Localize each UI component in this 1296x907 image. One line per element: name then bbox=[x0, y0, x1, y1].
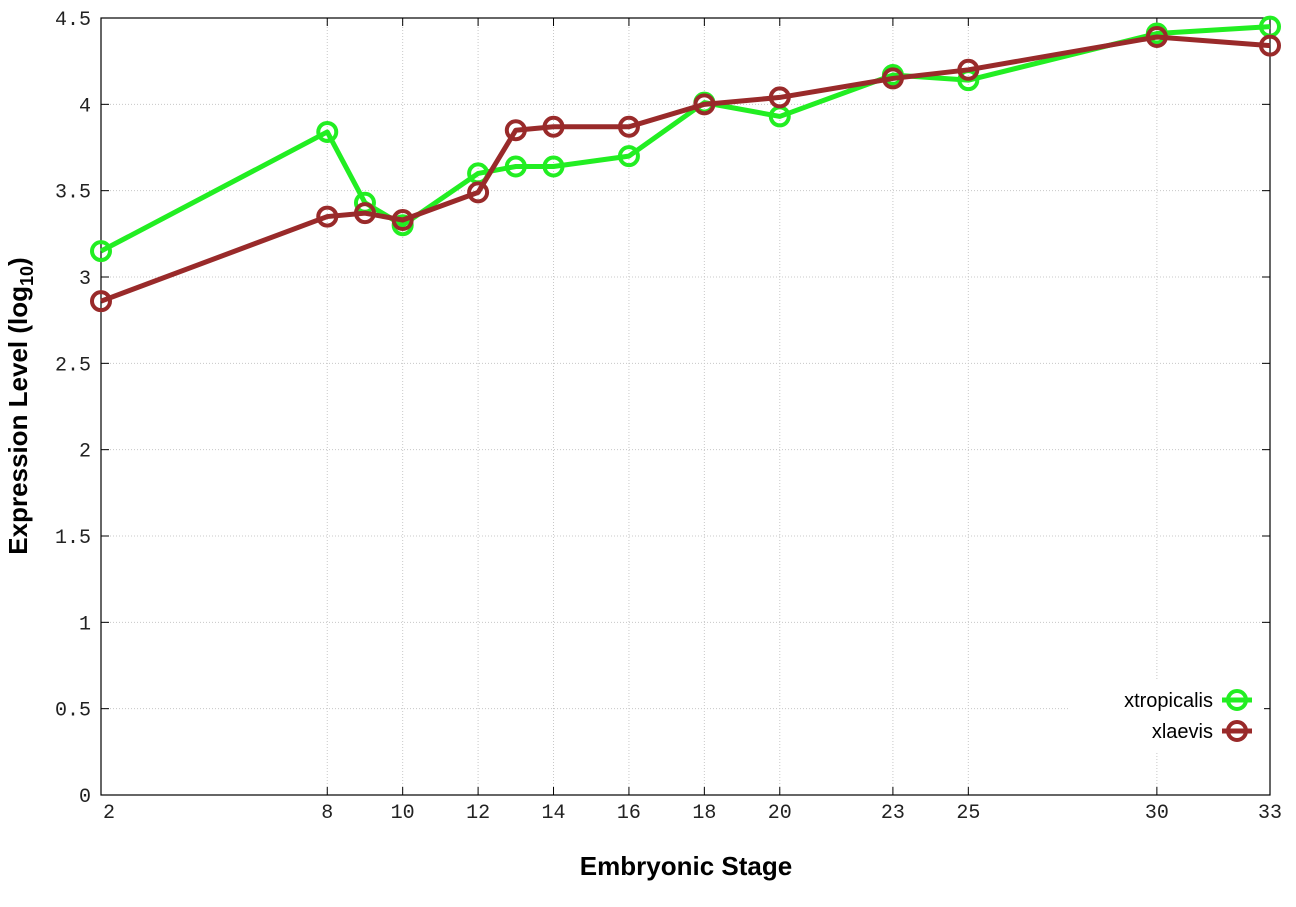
y-axis-title-end: ) bbox=[3, 257, 33, 266]
x-tick-label: 18 bbox=[692, 802, 716, 825]
legend-marker bbox=[1226, 689, 1248, 711]
y-tick-label: 4 bbox=[79, 95, 91, 118]
y-tick-label: 4.5 bbox=[55, 9, 91, 32]
x-axis-title: Embryonic Stage bbox=[580, 851, 792, 881]
data-point bbox=[467, 181, 490, 204]
data-point bbox=[617, 145, 640, 168]
legend-label: xlaevis bbox=[1152, 721, 1213, 743]
x-tick-label: 33 bbox=[1258, 802, 1282, 825]
data-point bbox=[542, 155, 565, 178]
y-tick-label: 3.5 bbox=[55, 182, 91, 205]
x-tick-label: 12 bbox=[466, 802, 490, 825]
axes: 0 0.5 1 1.5 2 2.5 3 3.5 4 4.5 2 8 10 12 14 16 18 20 23 25 30… bbox=[55, 9, 1282, 825]
x-tick-label: 14 bbox=[542, 802, 566, 825]
y-tick-label: 2 bbox=[79, 441, 91, 464]
data-point bbox=[353, 202, 376, 225]
series-xtropicalis bbox=[90, 15, 1281, 263]
y-axis-title-subscript: 10 bbox=[17, 266, 37, 286]
data-point bbox=[1145, 25, 1168, 48]
data-point bbox=[90, 290, 112, 313]
data-point bbox=[957, 58, 980, 81]
data-point bbox=[542, 115, 565, 138]
data-point bbox=[1259, 34, 1281, 57]
x-tick-label: 30 bbox=[1145, 802, 1169, 825]
x-tick-label: 25 bbox=[956, 802, 980, 825]
y-tick-label: 0 bbox=[79, 786, 91, 809]
x-tick-label: 23 bbox=[881, 802, 905, 825]
data-point bbox=[391, 209, 414, 232]
y-tick-label: 1.5 bbox=[55, 527, 91, 550]
data-point bbox=[90, 240, 112, 263]
x-tick-label: 20 bbox=[768, 802, 792, 825]
series-line bbox=[100, 34, 1271, 304]
legend-marker bbox=[1226, 720, 1248, 742]
series-group bbox=[90, 15, 1281, 313]
x-tick-label: 8 bbox=[321, 802, 333, 825]
x-tick-label: 2 bbox=[103, 802, 115, 825]
legend-item: xlaevis bbox=[1152, 720, 1252, 743]
legend-item: xtropicalis bbox=[1124, 689, 1252, 712]
data-point bbox=[617, 115, 640, 138]
series-xlaevis bbox=[90, 25, 1281, 313]
y-axis-title: Expression Level (log10) bbox=[3, 257, 37, 554]
legend: xtropicalis xlaevis bbox=[1068, 680, 1264, 752]
data-point bbox=[316, 120, 339, 143]
data-point bbox=[504, 119, 527, 142]
y-tick-label: 2.5 bbox=[55, 354, 91, 377]
y-tick-label: 3 bbox=[79, 268, 91, 291]
legend-label: xtropicalis bbox=[1124, 690, 1213, 712]
x-tick-label: 10 bbox=[391, 802, 415, 825]
plot-border bbox=[100, 17, 1271, 796]
data-point bbox=[504, 155, 527, 178]
grid bbox=[101, 18, 1270, 795]
series-line bbox=[99, 24, 1271, 254]
x-tick-label: 16 bbox=[617, 802, 641, 825]
y-tick-label: 0.5 bbox=[55, 700, 91, 723]
y-axis-title-main: Expression Level (log bbox=[3, 286, 33, 555]
y-tick-label: 1 bbox=[79, 613, 91, 636]
data-point bbox=[316, 205, 339, 228]
data-point bbox=[693, 93, 716, 116]
data-point bbox=[768, 86, 791, 109]
data-point bbox=[881, 67, 904, 90]
